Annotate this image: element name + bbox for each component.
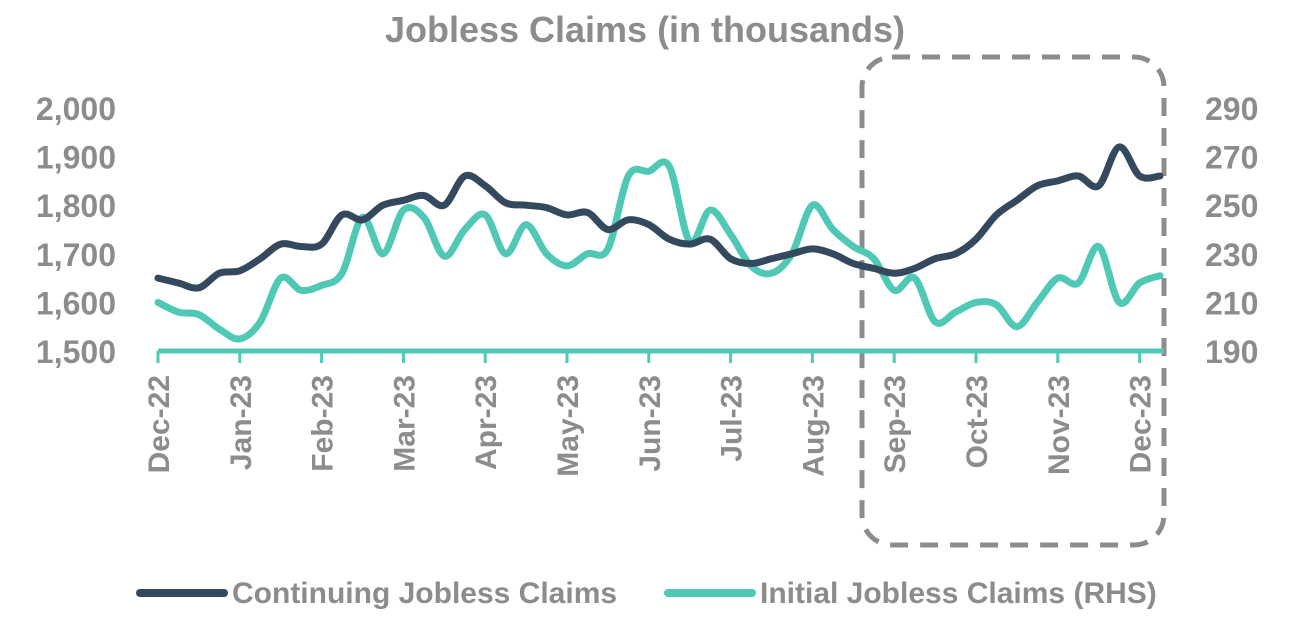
series-line-continuing-claims [154,143,1164,292]
left-axis-tick-label: 1,800 [36,188,116,224]
x-axis-tick-label: Feb-23 [307,375,340,472]
legend-label-continuing: Continuing Jobless Claims [232,577,617,610]
x-axis-tick-label: Nov-23 [1043,375,1076,475]
right-axis-tick-label: 210 [1205,285,1258,321]
chart-title: Jobless Claims (in thousands) [385,9,905,50]
right-axis-tick-label: 290 [1205,91,1258,127]
highlight-box [859,54,1167,548]
series-line-initial-claims [154,158,1164,343]
x-axis-tick-label: Dec-22 [143,375,176,473]
left-axis-tick-label: 1,700 [36,237,116,273]
right-axis-tick-label: 190 [1205,334,1258,370]
left-axis-ticks: 1,500 1,600 1,700 1,800 1,900 2,000 [36,91,116,370]
right-axis-tick-label: 270 [1205,140,1258,176]
legend: Continuing Jobless Claims Initial Jobles… [136,577,1157,610]
left-axis-tick-label: 2,000 [36,91,116,127]
x-axis-ticks: Dec-22 Jan-23 Feb-23 Mar-23 Apr-23 May-23 Jun-… [143,351,1158,477]
left-axis-tick-label: 1,500 [36,334,116,370]
x-axis-tick-label: Oct-23 [961,375,994,468]
left-axis-tick-label: 1,600 [36,285,116,321]
x-axis-tick-label: Apr-23 [470,375,503,470]
x-axis-tick-label: Aug-23 [797,375,830,477]
x-axis-tick-label: Mar-23 [388,375,421,472]
left-axis-tick-label: 1,900 [36,140,116,176]
x-axis-tick-label: Jun-23 [634,375,667,472]
right-axis-tick-label: 250 [1205,188,1258,224]
x-axis-tick-label: Dec-23 [1125,375,1158,473]
x-axis-tick-label: Sep-23 [879,375,912,473]
x-axis-tick-label: May-23 [552,375,585,477]
legend-label-initial: Initial Jobless Claims (RHS) [760,577,1157,610]
right-axis-ticks: 190 210 230 250 270 290 [1205,91,1258,370]
x-axis-tick-label: Jan-23 [225,375,258,470]
series-layer [154,143,1164,343]
right-axis-tick-label: 230 [1205,237,1258,273]
x-axis-tick-label: Jul-23 [716,375,749,462]
